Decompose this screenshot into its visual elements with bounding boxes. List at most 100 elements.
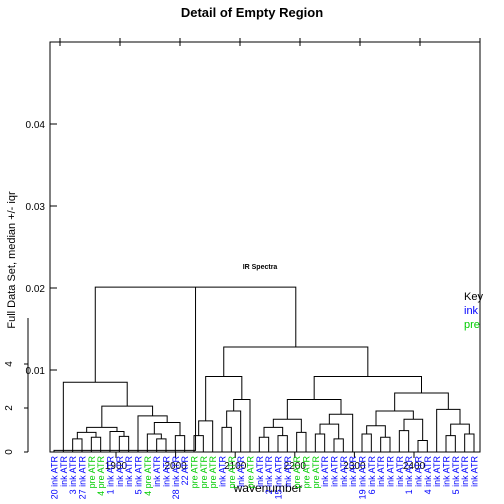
leaf-label: ink ATR: [376, 456, 386, 487]
y-tick-label: 0.02: [26, 284, 46, 295]
leaf-label: 28 ink ATR: [171, 456, 181, 500]
y-axis-label: Full Data Set, median +/- iqr: [6, 191, 18, 329]
leaf-label: ink ATR: [152, 456, 162, 487]
leaf-label: ink ATR: [460, 456, 470, 487]
y-tick-label: 0.01: [26, 366, 46, 377]
leaf-label: 5 ink ATR: [134, 456, 144, 495]
leaf-label: 20 ink ATR: [50, 456, 60, 500]
leaf-label: ink ATR: [339, 456, 349, 487]
leaf-label: pre ATR: [87, 455, 97, 488]
plot-frame: [49, 41, 481, 453]
dendrogram-branch: [436, 408, 461, 452]
leaf-label: 15 ink ATR: [274, 456, 284, 500]
inset-y-tick-label: 2: [4, 405, 15, 411]
dendrogram-branch: [90, 436, 102, 452]
leaf-label: ink ATR: [255, 456, 265, 487]
dendrogram-branch: [314, 433, 326, 452]
dendrogram-branch: [233, 399, 251, 452]
dendrogram-branch: [286, 399, 342, 420]
x-tick-label: 2400: [403, 461, 426, 472]
dendrogram-tree: [53, 286, 475, 452]
leaf-label: 4 pre ATR: [96, 456, 106, 496]
leaf-label: ink ATR: [320, 456, 330, 487]
dendrogram-branch: [361, 433, 372, 452]
dendrogram-branch: [417, 440, 428, 452]
leaf-label: 1 ink ATR: [404, 456, 414, 495]
leaf-label: ink ATR: [330, 456, 340, 487]
dendrogram-branch: [445, 435, 456, 452]
leaf-label: ink ATR: [283, 456, 293, 487]
x-tick-label: 2200: [284, 461, 307, 472]
dendrogram-branch: [226, 410, 242, 452]
dendrogram-branch: [223, 346, 369, 377]
leaf-label: ink ATR: [432, 456, 442, 487]
leaf-label: ink ATR: [442, 456, 452, 487]
leaf-label: 22 ATR: [180, 456, 190, 486]
leaf-label: 6 ink ATR: [367, 456, 377, 495]
x-axis-label: wavenumber: [233, 481, 303, 495]
leaf-label: 2 ink ATR: [264, 456, 274, 495]
leaf-label: ink ATR: [162, 456, 172, 487]
dendrogram-branch: [333, 438, 344, 452]
leaf-label: pre ATR: [292, 455, 302, 488]
leaf-label: 19 ink ATR: [358, 456, 368, 500]
y-tick-label: 0.04: [26, 120, 46, 131]
dendrogram-branch: [366, 425, 386, 438]
legend-entry-ink: ink: [464, 305, 479, 317]
dendrogram-branch: [205, 376, 243, 421]
dendrogram-branch: [464, 433, 475, 452]
x-tick-label: 2300: [343, 461, 366, 472]
inset-y-tick-label: 0: [4, 449, 15, 455]
x-tick-label: 1900: [105, 461, 128, 472]
dendrogram-branch: [403, 418, 424, 441]
leaf-label: pre ATR: [302, 455, 312, 488]
x-axis-ticks: 1900 2000 2100 2200 2300 2400: [105, 452, 426, 472]
dendrogram-branch: [380, 436, 391, 452]
x-tick-label: 2100: [224, 461, 247, 472]
dendrogram-branch: [109, 431, 125, 452]
leaf-label: ink ATR: [414, 456, 424, 487]
dendrogram-branch: [53, 287, 197, 452]
leaf-label: 1 ink ATR: [106, 456, 116, 495]
leaf-label: pre ATR: [199, 455, 209, 488]
ir-spectra-annotation: IR Spectra: [243, 264, 278, 271]
dendrogram-branch: [76, 431, 97, 439]
leaf-label: pre ATR: [311, 455, 321, 488]
dendrogram-branch: [272, 418, 302, 433]
dendrogram-branch: [398, 430, 410, 452]
leaf-label: ink ATR: [59, 456, 69, 487]
y-axis: 0.01 0.02 0.03 0.04: [26, 120, 57, 377]
dendrogram-branch: [174, 435, 186, 452]
leaf-label: pre ATR: [208, 455, 218, 488]
inset-y-tick-label: 4: [4, 361, 15, 367]
chart-title: Detail of Empty Region: [181, 5, 323, 20]
leaf-label: ink ATR: [115, 456, 125, 487]
dendrogram-branch: [198, 420, 214, 452]
leaf-label: 4 pre ATR: [143, 456, 153, 496]
leaf-label: 27 ink ATR: [78, 456, 88, 500]
x-tick-label: 2000: [164, 461, 187, 472]
y-tick-label: 0.03: [26, 202, 46, 213]
leaf-label: ink ATR: [124, 456, 134, 487]
leaf-label: ink ATR: [395, 456, 405, 487]
dendrogram-branch: [328, 413, 354, 452]
leaf-label: 3 ink ATR: [68, 456, 78, 495]
legend-entry-pre: pre: [464, 319, 480, 331]
dendrogram-branch: [101, 405, 154, 428]
leaf-label: ink ATR: [470, 456, 480, 487]
legend-title: Key: [464, 291, 483, 303]
dendrogram-branch: [313, 376, 422, 400]
dendrogram-branch: [258, 436, 270, 452]
leaf-label: pre ATR: [190, 455, 200, 488]
dendrogram-branch: [146, 433, 162, 452]
leaf-label: pre ATR: [227, 455, 237, 488]
dendrogram-branch: [277, 435, 288, 452]
top-axis-ticks: [59, 38, 481, 46]
leaf-label: 4 ink ATR: [423, 456, 433, 495]
dendrogram-branch: [296, 431, 307, 452]
leaf-label: ink ATR: [218, 456, 228, 487]
dendrogram-branch: [221, 426, 232, 452]
dendrogram-branch: [394, 392, 449, 411]
leaf-label: 5 ink ATR: [451, 456, 461, 495]
